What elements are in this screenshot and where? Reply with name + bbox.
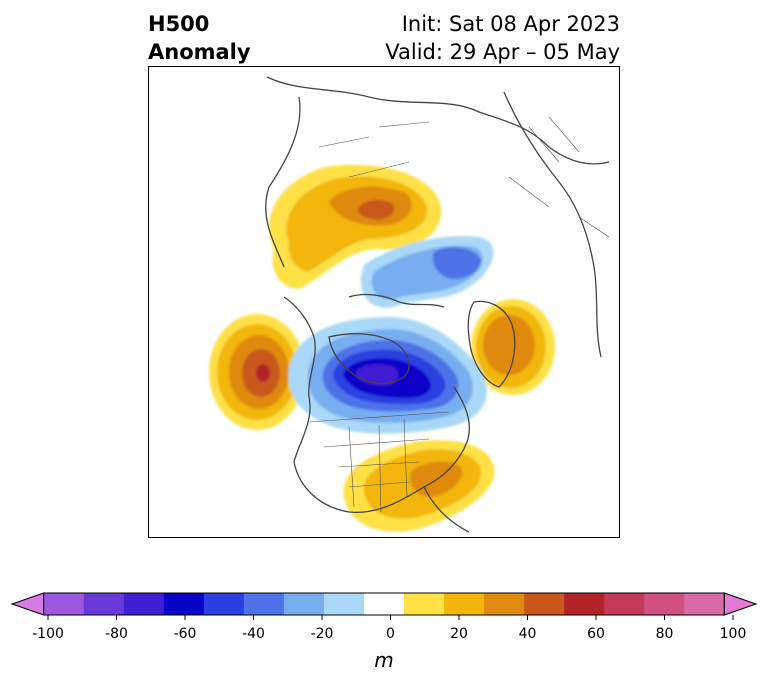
colorbar-tick-label: -60 xyxy=(173,626,197,642)
colorbar-unit-label: m xyxy=(374,648,394,672)
trough-arctic xyxy=(360,236,494,308)
colorbar-tick-label: -40 xyxy=(242,626,265,642)
border-russia xyxy=(318,121,430,178)
map-title: H500 Anomaly xyxy=(148,10,251,66)
colorbar-cell xyxy=(524,593,565,615)
anomaly-fills xyxy=(209,164,555,532)
trough-canada xyxy=(288,317,487,434)
colorbar-tick-label: 100 xyxy=(719,626,747,642)
borders xyxy=(308,116,610,513)
ridge-alaska xyxy=(269,164,442,289)
colorbar-cell xyxy=(444,593,485,615)
colorbar-tick-label: 20 xyxy=(450,626,468,642)
colorbar-extend-min xyxy=(10,592,45,616)
border-us-canada xyxy=(308,411,450,423)
colorbar-cell xyxy=(404,593,445,615)
coast-arctic-islands xyxy=(348,293,445,308)
coast-north-america-west xyxy=(283,296,470,514)
colorbar-cell xyxy=(203,593,245,615)
colorbar-tick-label: 0 xyxy=(386,626,395,642)
coast-europe xyxy=(503,91,602,358)
colorbar-cell xyxy=(564,593,605,615)
colorbar-cells xyxy=(10,592,758,616)
init-date: Init: Sat 08 Apr 2023 xyxy=(401,12,620,36)
map-dates: Init: Sat 08 Apr 2023 Valid: 29 Apr – 05… xyxy=(385,10,620,66)
colorbar-tick-marks xyxy=(47,615,734,620)
colorbar-cell xyxy=(323,593,365,615)
colorbar-cell xyxy=(43,593,85,615)
colorbar-cell xyxy=(123,593,165,615)
ridge-southeast-us xyxy=(343,440,495,532)
colorbar-cell xyxy=(363,593,405,615)
colorbar-tick-label: 60 xyxy=(587,626,605,642)
colorbar-cell xyxy=(484,593,525,615)
colorbar-cell xyxy=(163,593,205,615)
coast-arctic xyxy=(266,76,610,165)
colorbar-cell xyxy=(604,593,645,615)
ridge-greenland xyxy=(471,299,555,395)
colorbar-cell xyxy=(644,593,685,615)
coast-florida xyxy=(423,486,470,533)
colorbar-tick-label: -20 xyxy=(310,626,334,642)
colorbar-cell xyxy=(283,593,325,615)
title-line-1: H500 xyxy=(148,12,210,36)
colorbar-cell xyxy=(684,593,725,615)
colorbar-tick-label: 40 xyxy=(518,626,537,642)
border-eurasia xyxy=(508,116,610,238)
colorbar-extend-max xyxy=(723,592,758,616)
map-panel xyxy=(148,66,620,538)
colorbar-cell xyxy=(83,593,125,615)
colorbar-tick-label: 80 xyxy=(655,626,674,642)
coast-siberia xyxy=(265,96,301,268)
anomaly-map xyxy=(209,76,610,533)
coast-hudson-bay xyxy=(328,333,410,385)
border-us-states-2 xyxy=(348,418,408,513)
valid-dates: Valid: 29 Apr – 05 May xyxy=(385,40,620,64)
coast-greenland xyxy=(467,300,516,388)
colorbar-cell xyxy=(243,593,285,615)
colorbar xyxy=(10,592,758,620)
coastlines xyxy=(265,76,610,533)
colorbar-outline xyxy=(43,592,725,616)
colorbar-tick-label: -80 xyxy=(105,626,128,642)
colorbar-tick-label: -100 xyxy=(32,626,64,642)
title-line-2: Anomaly xyxy=(148,40,251,64)
ridge-pacific xyxy=(209,314,305,430)
